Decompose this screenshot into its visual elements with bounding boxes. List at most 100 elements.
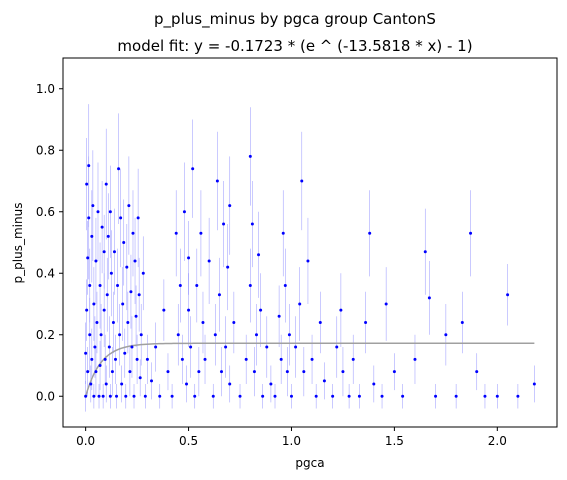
data-point [143, 394, 147, 398]
data-point [364, 320, 368, 324]
data-point [107, 345, 111, 349]
data-points [84, 154, 536, 398]
data-point [516, 394, 520, 398]
data-point [257, 253, 261, 257]
data-point [102, 250, 106, 254]
x-axis-label: pgca [295, 456, 324, 470]
data-point [191, 167, 195, 171]
data-point [228, 204, 232, 208]
data-point [380, 394, 384, 398]
x-tick-label: 2.0 [488, 434, 507, 448]
data-point [93, 345, 97, 349]
data-point [135, 357, 139, 361]
data-point [139, 333, 143, 337]
chart-subtitle: model fit: y = -0.1723 * (e ^ (-13.5818 … [117, 37, 472, 55]
data-point [341, 370, 345, 374]
data-point [427, 296, 431, 300]
data-point [84, 394, 88, 398]
data-point [232, 320, 236, 324]
data-point [347, 394, 351, 398]
data-point [87, 216, 91, 220]
data-point [94, 370, 98, 374]
data-point [238, 394, 242, 398]
y-tick-label: 1.0 [36, 82, 55, 96]
data-point [126, 320, 130, 324]
data-point [224, 345, 228, 349]
fit-line-group [84, 342, 535, 397]
data-point [128, 370, 132, 374]
data-point [178, 284, 182, 288]
data-point [87, 164, 91, 168]
plot-area [62, 57, 558, 428]
data-point [110, 370, 114, 374]
data-point [222, 222, 226, 226]
fit-line [84, 342, 535, 397]
y-axis-ticks: 0.0 0.2 0.4 0.6 0.8 1.0 [36, 82, 63, 403]
data-point [112, 250, 116, 254]
data-point [339, 308, 343, 312]
x-axis-ticks: 0.0 0.5 1.0 1.5 2.0 [76, 427, 507, 448]
data-point [495, 394, 499, 398]
data-point [250, 222, 254, 226]
data-point [384, 302, 388, 306]
data-point [103, 357, 107, 361]
data-point [195, 284, 199, 288]
data-point [145, 357, 149, 361]
data-point [104, 182, 108, 186]
data-point [88, 284, 92, 288]
data-point [217, 293, 221, 297]
data-point [88, 333, 92, 337]
data-point [273, 394, 277, 398]
data-point [283, 284, 287, 288]
data-point [460, 320, 464, 324]
data-point [102, 308, 106, 312]
data-point [306, 259, 310, 263]
data-point [413, 357, 417, 361]
data-point [392, 370, 396, 374]
data-point [298, 302, 302, 306]
data-point [331, 394, 335, 398]
data-point [277, 314, 281, 318]
data-point [193, 394, 197, 398]
data-point [118, 333, 122, 337]
data-point [119, 216, 123, 220]
data-point [84, 351, 88, 355]
data-point [228, 382, 232, 386]
data-point [444, 333, 448, 337]
data-point [111, 320, 115, 324]
data-point [261, 394, 265, 398]
data-point [302, 370, 306, 374]
x-tick-label: 1.0 [282, 434, 301, 448]
data-point [197, 370, 201, 374]
data-point [287, 333, 291, 337]
data-point [104, 382, 108, 386]
data-point [215, 179, 219, 183]
data-point [310, 357, 314, 361]
data-point [213, 333, 217, 337]
data-point [351, 357, 355, 361]
data-point [123, 351, 127, 355]
data-point [189, 345, 193, 349]
data-point [99, 333, 103, 337]
data-point [130, 345, 134, 349]
data-point [132, 394, 136, 398]
data-point [100, 225, 104, 229]
data-point [174, 231, 178, 235]
data-point [248, 284, 252, 288]
data-point [137, 293, 141, 297]
data-point [532, 382, 536, 386]
data-point [322, 379, 326, 383]
y-tick-label: 0.6 [36, 205, 55, 219]
data-point [91, 204, 95, 208]
data-point [244, 357, 248, 361]
x-tick-label: 0.0 [76, 434, 95, 448]
data-point [108, 394, 112, 398]
data-point [86, 256, 90, 260]
data-point [469, 231, 473, 235]
data-point [122, 241, 126, 244]
data-point [129, 290, 133, 294]
data-point [94, 259, 98, 263]
data-point [219, 370, 223, 374]
data-point [106, 234, 110, 238]
